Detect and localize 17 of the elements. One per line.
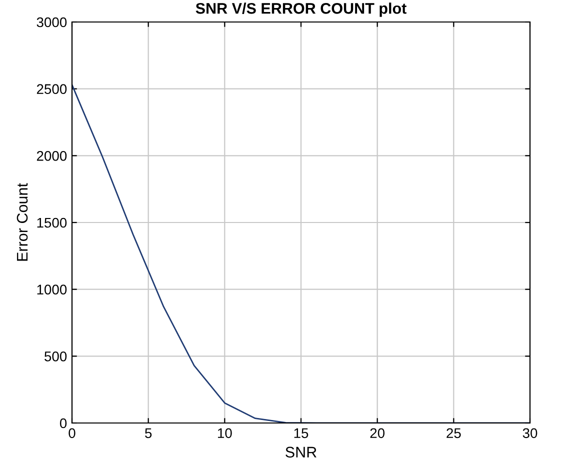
x-tick-label: 0 <box>68 428 76 438</box>
y-tick-label: 3000 <box>36 17 67 28</box>
x-tick-label: 5 <box>145 428 152 438</box>
x-axis-title: SNR <box>286 446 316 458</box>
y-tick-label: 2000 <box>36 151 67 161</box>
y-tick-label: 0 <box>60 418 67 428</box>
x-tick-label: 15 <box>294 428 308 438</box>
y-tick-label: 2500 <box>36 84 67 94</box>
y-axis-title: Error Count <box>16 183 28 261</box>
y-tick-label: 1000 <box>37 284 67 295</box>
chart-title: SNR V/S ERROR COUNT plot <box>196 2 406 17</box>
x-tick-label: 25 <box>446 428 461 438</box>
x-tick-label: 30 <box>522 428 538 438</box>
x-tick-label: 20 <box>370 428 385 438</box>
y-tick-label: 1500 <box>37 218 67 228</box>
y-tick-label: 500 <box>44 352 67 362</box>
x-tick-label: 10 <box>218 428 232 438</box>
